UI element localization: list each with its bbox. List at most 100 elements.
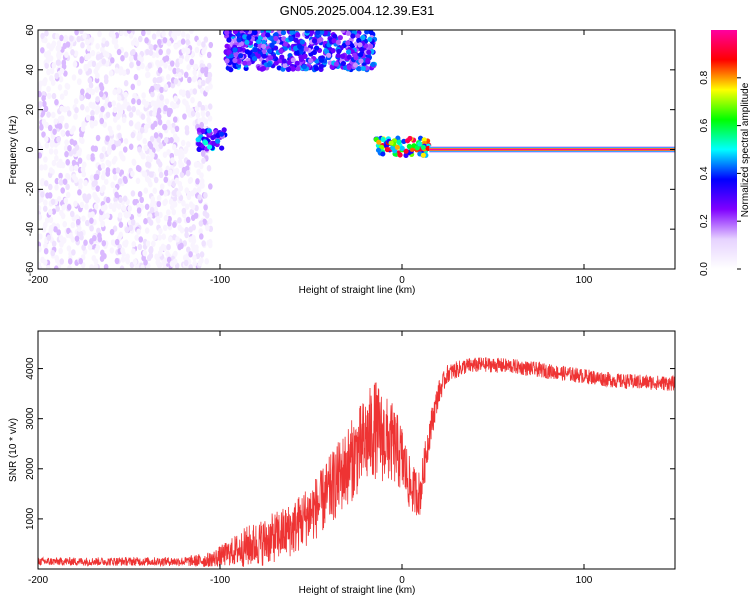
snr-y-tick-label: 1000	[25, 507, 36, 530]
heatmap-cell	[332, 33, 338, 39]
heatmap-cell	[163, 62, 168, 69]
heatmap-cell	[192, 254, 197, 262]
heatmap-cell	[103, 178, 109, 185]
heatmap-cell	[62, 106, 68, 113]
heatmap-cell	[160, 243, 166, 251]
heatmap-cell	[137, 191, 143, 198]
heatmap-cell	[157, 38, 162, 46]
heatmap-cell	[190, 190, 195, 197]
heatmap-cell	[185, 107, 191, 114]
heatmap-cell	[86, 193, 92, 200]
heatmap-cell	[314, 45, 320, 51]
heatmap-cell	[171, 208, 177, 216]
heatmap-cell	[380, 151, 386, 157]
heatmap-cell	[125, 253, 130, 260]
snr-x-tick-label: -100	[210, 575, 230, 586]
heatmap-cell	[175, 236, 180, 243]
heatmap-cell	[242, 60, 248, 66]
heatmap-cell	[330, 48, 336, 54]
heatmap-cell	[196, 186, 202, 193]
heatmap-cell	[116, 94, 122, 102]
heatmap-cell	[380, 136, 386, 143]
heatmap-cell	[105, 135, 110, 142]
heatmap-cell	[166, 110, 172, 118]
heatmap-cell	[333, 61, 340, 67]
snr-x-tick-label: 100	[576, 575, 593, 586]
heatmap-cell	[164, 169, 169, 177]
heatmap-cell	[126, 105, 132, 112]
heatmap-cell	[199, 172, 204, 179]
heatmap-cell	[40, 178, 45, 185]
heatmap-cell	[168, 198, 174, 205]
heatmap-cell	[236, 37, 242, 43]
heatmap-cell	[54, 99, 59, 106]
heatmap-cell	[161, 30, 166, 38]
heatmap-cell	[360, 34, 366, 41]
heatmap-cell	[112, 88, 117, 96]
heatmap-cell	[128, 143, 134, 150]
heatmap-cell	[80, 166, 86, 173]
heatmap-cell	[208, 41, 214, 49]
heatmap-cell	[159, 183, 165, 190]
heatmap-cell	[177, 217, 182, 224]
heatmap-cell	[132, 258, 138, 266]
heatmap-cell	[40, 32, 45, 40]
heatmap-cell	[80, 104, 85, 111]
heatmap-cell	[295, 32, 301, 38]
heatmap-cell	[133, 73, 139, 81]
heatmap-cell	[98, 53, 103, 60]
heatmap-cell	[87, 77, 93, 84]
heatmap-cell	[189, 58, 195, 66]
heatmap-cell	[184, 226, 189, 234]
heatmap-cell	[128, 111, 134, 118]
heatmap-cell	[151, 240, 156, 247]
heatmap-cell	[198, 220, 204, 227]
heatmap-cell	[99, 84, 105, 92]
heatmap-cell	[38, 101, 43, 108]
heatmap-cell	[174, 177, 180, 184]
heatmap-cell	[106, 160, 112, 168]
heatmap-cell	[41, 118, 47, 126]
heatmap-cell	[232, 47, 238, 53]
heatmap-cell	[150, 152, 155, 159]
heatmap-cell	[302, 53, 308, 60]
heatmap-cell	[56, 59, 61, 66]
heatmap-cell	[153, 176, 159, 184]
heatmap-cell	[131, 98, 136, 105]
heatmap-cell	[226, 49, 232, 55]
colorbar-label: Normalized spectral amplitude	[740, 82, 750, 217]
heatmap-cell	[144, 175, 150, 183]
heatmap-cell	[112, 174, 118, 181]
heatmap-cell	[358, 52, 364, 58]
heatmap-cell	[346, 64, 352, 70]
heatmap-cell	[183, 146, 189, 153]
heatmap-cell	[73, 50, 79, 57]
heatmap-cell	[429, 148, 675, 151]
heatmap-cell	[167, 180, 172, 187]
heatmap-cell	[203, 204, 208, 211]
heatmap-cell	[219, 131, 225, 137]
heatmap-cell	[65, 191, 71, 199]
heatmap-cell	[66, 204, 72, 211]
heatmap-cell	[188, 264, 193, 269]
heatmap-cell	[89, 264, 94, 269]
heatmap-cell	[62, 221, 68, 228]
heatmap-x-tick-label: -100	[210, 275, 230, 286]
heatmap-cell	[136, 228, 141, 235]
heatmap-cell	[308, 58, 314, 64]
heatmap-cell	[54, 72, 60, 80]
heatmap-cell	[78, 183, 83, 190]
heatmap-cell	[118, 221, 124, 228]
heatmap-cell	[156, 30, 161, 37]
heatmap-cell	[178, 184, 184, 192]
heatmap-cell	[200, 128, 206, 134]
heatmap-cell	[88, 82, 94, 89]
heatmap-cell	[158, 211, 163, 219]
heatmap-cell	[96, 227, 101, 234]
snr-panel: -200 -100 0 100 1000 2000 3000 4000 Height of …	[8, 330, 676, 596]
colorbar-tick-label: 0.0	[699, 262, 710, 276]
heatmap-cell	[67, 265, 72, 269]
heatmap-cell	[162, 123, 167, 131]
heatmap-cell	[420, 144, 426, 150]
heatmap-cell	[190, 110, 196, 117]
